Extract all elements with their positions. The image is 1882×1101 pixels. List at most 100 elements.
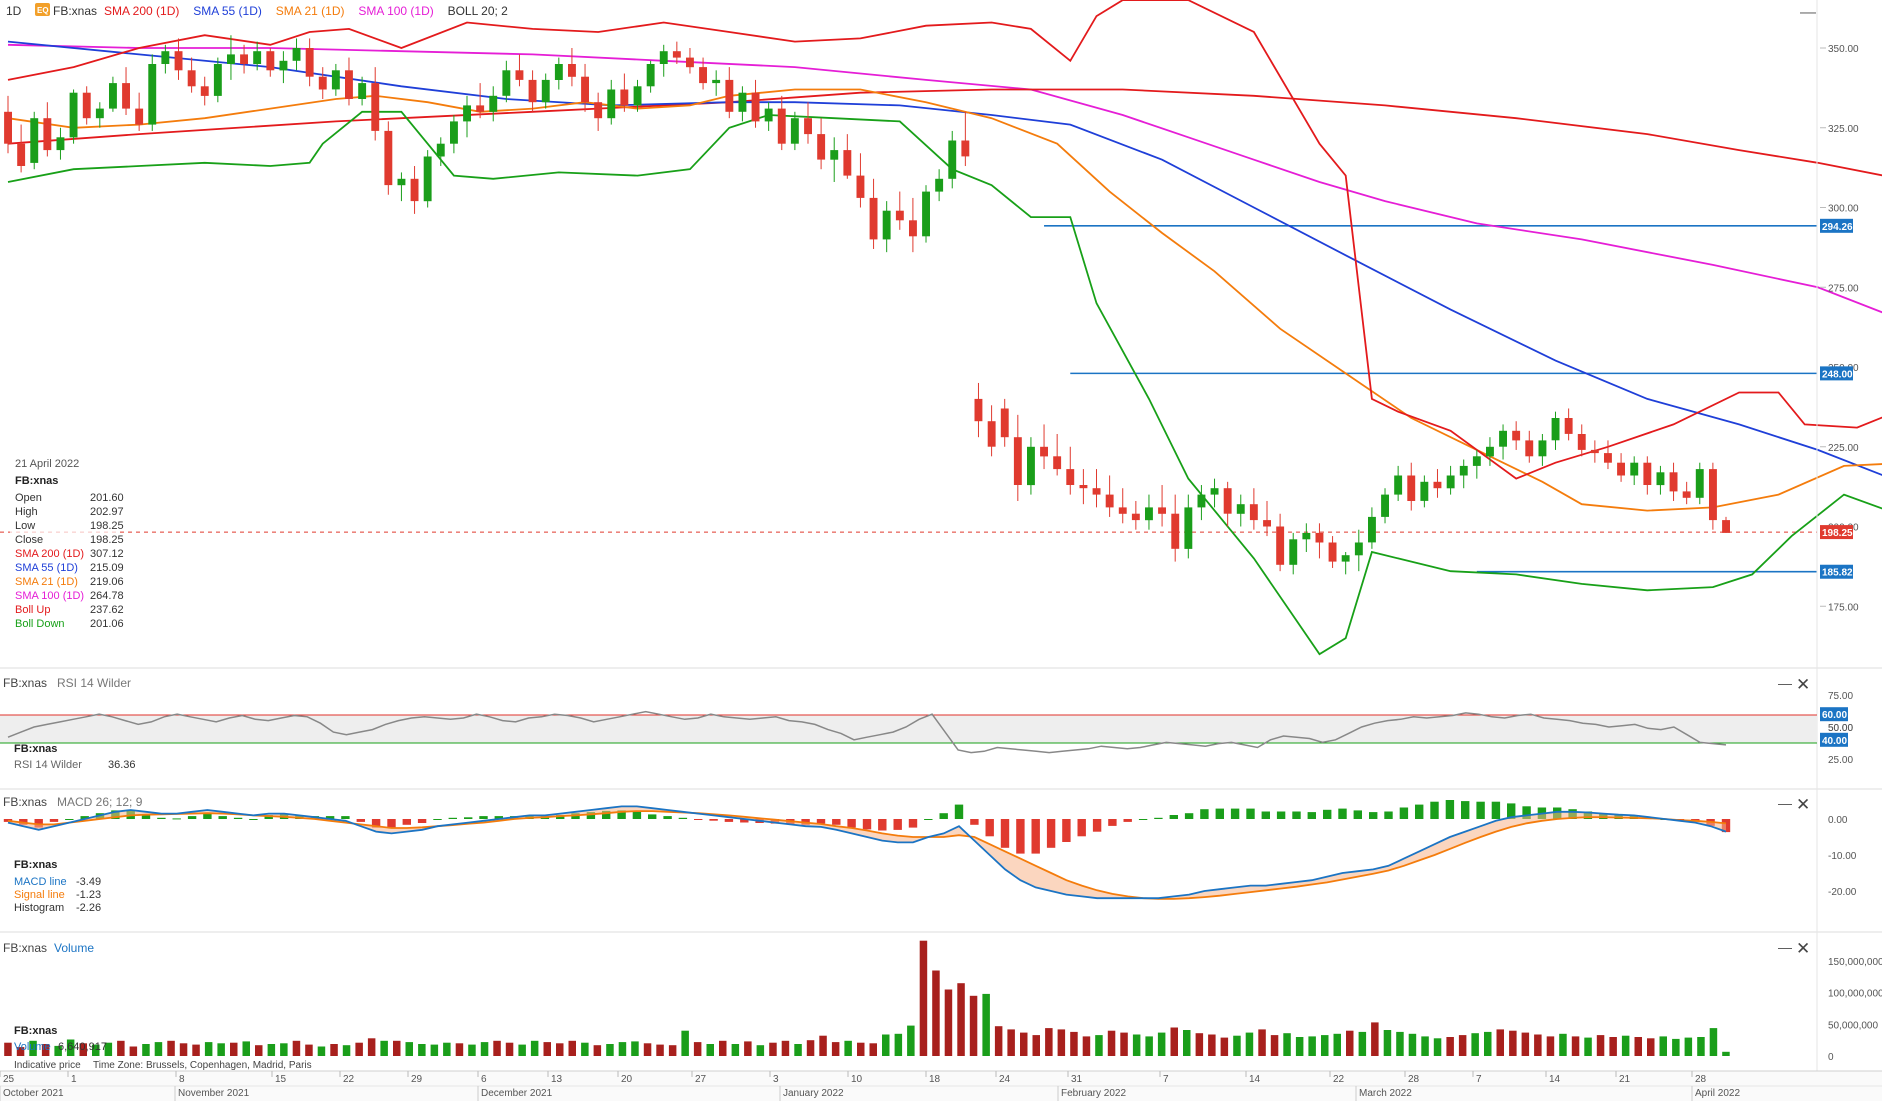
candle-body xyxy=(450,121,458,144)
volume-bar xyxy=(1082,1036,1091,1056)
macd-histogram-bar xyxy=(939,813,948,819)
macd-histogram-bar xyxy=(80,816,89,819)
rsi-line xyxy=(7,710,1727,754)
macd-histogram-bar xyxy=(1507,803,1516,819)
close-icon[interactable]: ✕ xyxy=(1796,939,1810,958)
rsi-panel[interactable]: FB:xnas RSI 14 Wilder FB:xnas RSI 14 Wil… xyxy=(0,675,1853,771)
price-panel[interactable]: 350.00325.00300.00275.00250.00225.00200.… xyxy=(0,0,1882,656)
price-tag-label: 248.00 xyxy=(1822,369,1853,380)
volume-bar xyxy=(593,1045,602,1056)
minus-icon[interactable]: — xyxy=(1800,4,1816,21)
volume-panel[interactable]: FB:xnas Volume FB:xnas Volume 6,640,917 … xyxy=(3,939,1882,1071)
volume-bar xyxy=(1647,1038,1655,1056)
macd-histogram-bar xyxy=(678,817,688,819)
macd-histogram-bar xyxy=(1338,808,1347,819)
volume-bar xyxy=(1534,1034,1542,1056)
volume-bar xyxy=(1270,1035,1279,1056)
info-row-value: 202.97 xyxy=(90,506,124,518)
minimize-icon[interactable]: — xyxy=(1778,939,1792,955)
macd-row-label: MACD line xyxy=(14,876,67,888)
macd-histogram-bar xyxy=(65,819,74,820)
rsi-axis-label: 50.00 xyxy=(1828,723,1853,734)
time-axis[interactable]: 25 1 8 15 22 29 6 13 20 27 3 10 18 24 31 7 14 22 28 7 14 21 28… xyxy=(0,1070,1882,1101)
candle-body xyxy=(423,156,432,202)
volume-bar xyxy=(217,1043,225,1056)
macd-histogram-bar xyxy=(356,819,365,822)
macd-histogram-bar xyxy=(970,819,979,825)
volume-bar xyxy=(179,1043,188,1056)
info-row-label: Boll Up xyxy=(15,604,50,616)
macd-histogram-bar xyxy=(448,817,457,819)
close-icon[interactable]: ✕ xyxy=(1796,675,1810,694)
volume-bar xyxy=(1496,1029,1504,1056)
macd-histogram-bar xyxy=(1046,819,1056,848)
volume-bar xyxy=(468,1044,476,1056)
day-tick-label: 22 xyxy=(343,1074,355,1085)
volume-bar xyxy=(430,1044,439,1056)
candle-body xyxy=(568,64,576,77)
sma21-line xyxy=(7,88,1882,512)
candle-body xyxy=(1590,449,1599,454)
volume-bar xyxy=(1521,1032,1530,1056)
candle-body xyxy=(1354,542,1363,556)
price-tag-label: 294.26 xyxy=(1822,222,1853,233)
candle-body xyxy=(1328,542,1337,562)
interval-label[interactable]: 1D xyxy=(6,4,22,18)
macd-histogram-bar xyxy=(1184,813,1194,819)
day-tick-label: 3 xyxy=(773,1074,779,1085)
volume-bar xyxy=(267,1044,276,1056)
sma200-line xyxy=(7,88,1882,177)
macd-histogram-bar xyxy=(1491,801,1501,819)
volume-bar xyxy=(543,1042,551,1056)
price-axis-label: 350.00 xyxy=(1828,44,1859,55)
candle-body xyxy=(1695,469,1704,498)
volume-bar xyxy=(1571,1036,1580,1056)
macd-axis-label: -20.00 xyxy=(1828,887,1857,898)
volume-bar xyxy=(16,1047,25,1056)
info-row-value: 215.09 xyxy=(90,562,124,574)
candle-body xyxy=(109,83,117,109)
volume-bar xyxy=(844,1040,852,1056)
volume-bar xyxy=(1484,1031,1492,1056)
close-icon[interactable]: ✕ xyxy=(1796,795,1810,814)
info-date: 21 April 2022 xyxy=(15,458,79,470)
rsi-axis-label: 50.00 xyxy=(1828,723,1853,734)
volume-bar xyxy=(455,1043,464,1056)
macd-histogram-bar xyxy=(1399,807,1409,819)
macd-histogram-bar xyxy=(724,819,734,822)
volume-bar xyxy=(1408,1033,1417,1056)
macd-histogram-bar xyxy=(1369,812,1378,819)
macd-histogram-bar xyxy=(1261,811,1270,819)
candle-body xyxy=(1171,513,1180,549)
minimize-icon[interactable]: — xyxy=(1778,795,1792,811)
candle-body xyxy=(712,79,721,84)
macd-histogram-bar xyxy=(832,819,841,825)
macd-histogram-bar xyxy=(1476,801,1485,819)
macd-histogram-bar xyxy=(479,816,488,819)
price-axis-label: 225.00 xyxy=(1828,443,1859,454)
candle-body xyxy=(200,86,209,96)
candle-body xyxy=(1577,434,1586,450)
day-tick-label: 28 xyxy=(1695,1074,1707,1085)
macd-panel[interactable]: FB:xnas MACD 26; 12; 9 FB:xnas MACD line… xyxy=(3,795,1857,914)
minimize-icon[interactable]: — xyxy=(1778,675,1792,691)
day-tick-label: 13 xyxy=(551,1074,563,1085)
volume-bar xyxy=(154,1042,163,1056)
volume-bar xyxy=(781,1040,790,1056)
macd-title-label: MACD 26; 12; 9 xyxy=(57,795,143,809)
candle-body xyxy=(253,51,262,64)
header-symbol[interactable]: FB:xnas xyxy=(53,4,97,18)
macd-row-label: Histogram xyxy=(14,902,64,914)
day-tick-label: 25 xyxy=(3,1074,15,1085)
macd-row-value: -1.23 xyxy=(76,889,101,901)
volume-bar xyxy=(393,1040,401,1056)
info-row-value: 219.06 xyxy=(90,576,124,588)
volume-bar xyxy=(443,1042,451,1056)
volume-bar xyxy=(480,1042,489,1056)
macd-histogram-bar xyxy=(264,815,273,819)
macd-histogram-bar xyxy=(648,814,657,819)
macd-histogram-bar xyxy=(34,819,43,828)
price-axis-label: 300.00 xyxy=(1828,204,1859,215)
volume-bar xyxy=(1208,1034,1216,1056)
